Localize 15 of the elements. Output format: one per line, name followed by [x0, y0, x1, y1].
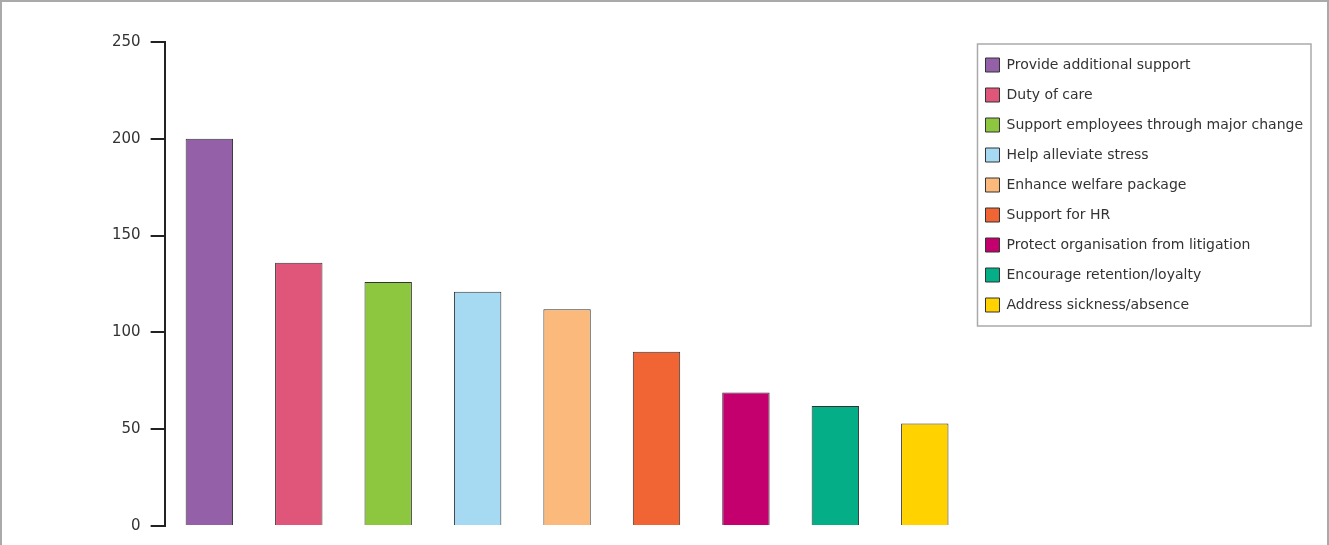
legend-label: Support employees through major change — [1006, 115, 1304, 132]
legend-label: Enhance welfare package — [1006, 175, 1187, 192]
legend-label: Provide additional support — [1006, 55, 1192, 72]
y-tick-label: 200 — [111, 128, 141, 147]
y-tick-label: 250 — [111, 31, 141, 50]
y-tick-label: 0 — [131, 515, 141, 534]
y-tick-label: 150 — [111, 225, 141, 244]
y-tick-label: 100 — [111, 322, 141, 341]
legend-label: Duty of care — [1006, 85, 1093, 102]
legend-label: Support for HR — [1006, 205, 1111, 222]
y-tick-label: 50 — [121, 419, 141, 438]
legend-label: Address sickness/absence — [1006, 295, 1190, 312]
legend-label: Protect organisation from litigation — [1006, 235, 1251, 252]
legend-label: Encourage retention/loyalty — [1006, 265, 1202, 282]
legend-label: Help alleviate stress — [1006, 145, 1149, 162]
